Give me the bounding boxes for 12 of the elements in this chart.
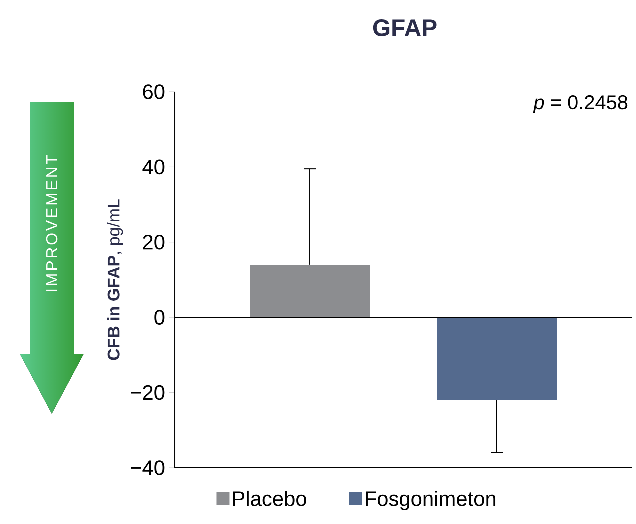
y-tick-label: 40 <box>142 160 165 175</box>
y-tick-label: −20 <box>131 385 165 400</box>
legend-label: Placebo <box>233 490 306 506</box>
y-tick-label: 20 <box>143 234 165 250</box>
y-tick-label: −40 <box>131 460 165 476</box>
y-tick-label: 60 <box>143 84 165 100</box>
annotation: p = 0.2458 <box>533 96 628 114</box>
y-tick-label: 0 <box>154 310 165 325</box>
text: IMPROVEMENT <box>46 155 58 292</box>
chart-title: GFAP <box>373 20 437 36</box>
y-axis-title: CFB in GFAP, pg/mL <box>107 200 124 360</box>
legend-label: Fosgonimeton <box>366 490 496 510</box>
